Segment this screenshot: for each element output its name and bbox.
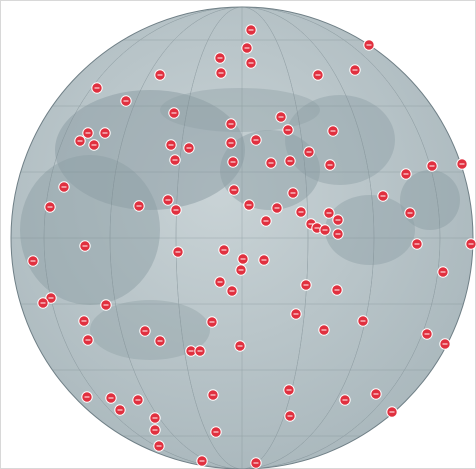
mare	[400, 170, 460, 230]
meridian	[43, 7, 441, 469]
mare	[325, 195, 415, 265]
mare	[20, 155, 160, 305]
mare	[285, 95, 395, 185]
meridian	[109, 7, 375, 469]
maria	[20, 88, 460, 360]
markers	[27, 24, 476, 469]
meridian	[175, 7, 309, 469]
